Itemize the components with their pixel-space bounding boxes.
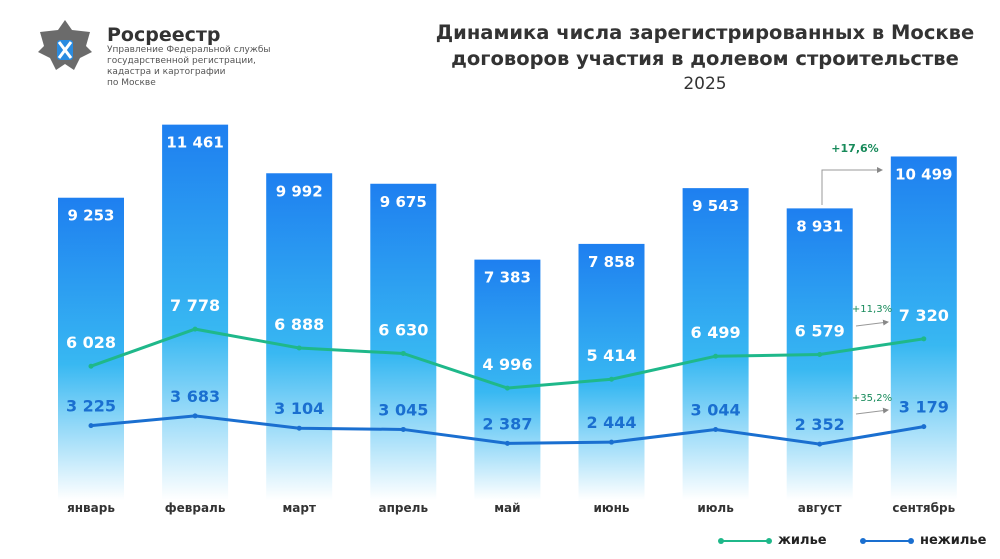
title-line: Динамика числа зарегистрированных в Моск… [435, 21, 975, 44]
series-point [504, 440, 510, 446]
annotation-arrow [821, 167, 883, 205]
month-label: апрель [379, 501, 429, 515]
legend-label: жилье [778, 533, 827, 548]
series-point [609, 439, 614, 445]
month-label: май [494, 501, 520, 515]
series-value-label: 3 179 [899, 398, 949, 417]
subtitle-line: государственной регистрации, [107, 56, 256, 66]
bar-value-label: 7 858 [588, 253, 635, 271]
series-point [88, 423, 94, 429]
series-value-label: 6 888 [274, 315, 324, 334]
series-point [192, 413, 198, 419]
bar [162, 124, 229, 500]
series-value-label: 2 444 [586, 413, 636, 432]
series-value-label: 3 045 [378, 400, 428, 419]
month-label: январь [67, 501, 115, 515]
bar [682, 188, 749, 500]
series-point [296, 425, 302, 431]
month-label: июнь [594, 501, 630, 515]
bar-value-label: 9 253 [68, 207, 115, 225]
series-value-label: 4 996 [482, 355, 532, 374]
series-point [713, 353, 719, 359]
series-value-label: 6 579 [795, 322, 845, 341]
series-value-label: 7 778 [170, 296, 220, 315]
series-point [400, 350, 406, 356]
title-line: договоров участия в долевом строительств… [451, 47, 959, 70]
bar-value-label: 10 499 [895, 165, 952, 183]
month-label: март [282, 501, 315, 515]
series-point [400, 426, 406, 432]
series-point [817, 352, 823, 358]
bar [266, 173, 333, 500]
annotation-bars: +17,6% [831, 142, 878, 155]
month-label: февраль [165, 501, 226, 515]
month-label: август [798, 501, 842, 515]
series-value-label: 7 320 [899, 306, 949, 325]
legend-label: нежилье [920, 533, 987, 548]
bar-value-label: 9 543 [692, 197, 739, 215]
bar-value-label: 9 675 [380, 193, 427, 211]
series-point [88, 363, 94, 369]
series-point [921, 424, 927, 430]
bar-value-label: 7 383 [484, 269, 531, 287]
legend-line-icon [860, 537, 914, 544]
month-label: июль [697, 501, 734, 515]
bar-value-label: 8 931 [796, 217, 843, 235]
series-value-label: 3 683 [170, 387, 220, 406]
series-value-label: 2 352 [795, 415, 845, 434]
subtitle-line: Управление Федеральной службы [107, 45, 271, 55]
bar [890, 156, 957, 500]
rosreestr-logo: Росреестр Управление Федеральной службы … [30, 12, 310, 88]
subtitle-line: по Москве [107, 78, 156, 88]
series-value-label: 3 104 [274, 399, 324, 418]
brand-subtitle: Управление Федеральной службы государств… [107, 45, 287, 89]
bar [578, 243, 645, 500]
eagle-emblem-icon [38, 20, 92, 70]
subtitle-line: кадастра и картографии [107, 67, 226, 77]
series-value-label: 6 499 [691, 323, 741, 342]
legend-item-housing: жилье [718, 533, 827, 548]
annotation-housing: +11,3% [852, 304, 892, 315]
series-value-label: 6 028 [66, 333, 116, 352]
bar-value-label: 11 461 [166, 134, 223, 152]
bar-value-label: 9 992 [276, 182, 323, 200]
month-label: сентябрь [892, 501, 955, 515]
brand-name: Росреестр [107, 24, 221, 46]
annotations: +17,6% +11,3% +35,2% [821, 142, 892, 415]
series-value-label: 3 225 [66, 397, 116, 416]
chart-subtitle: 2025 [683, 74, 727, 94]
annotation-nonhousing: +35,2% [852, 393, 892, 404]
series-point [713, 426, 719, 432]
annotation-arrow [855, 407, 889, 415]
legend-line-icon [718, 537, 772, 544]
series-point [296, 345, 302, 351]
series-value-label: 5 414 [586, 346, 636, 365]
series-value-label: 6 630 [378, 320, 428, 339]
series-point [817, 441, 823, 447]
series-point [921, 336, 927, 342]
series-point [609, 376, 614, 382]
bar [370, 183, 437, 500]
legend-item-nonhousing: нежилье [860, 533, 987, 548]
series-point [192, 326, 198, 332]
annotation-arrow [855, 319, 889, 327]
bar [58, 197, 124, 500]
chart-title: Динамика числа зарегистрированных в Моск… [420, 20, 990, 72]
series-value-label: 2 387 [482, 414, 532, 433]
series-value-label: 3 044 [691, 400, 741, 419]
series-point [504, 385, 510, 391]
